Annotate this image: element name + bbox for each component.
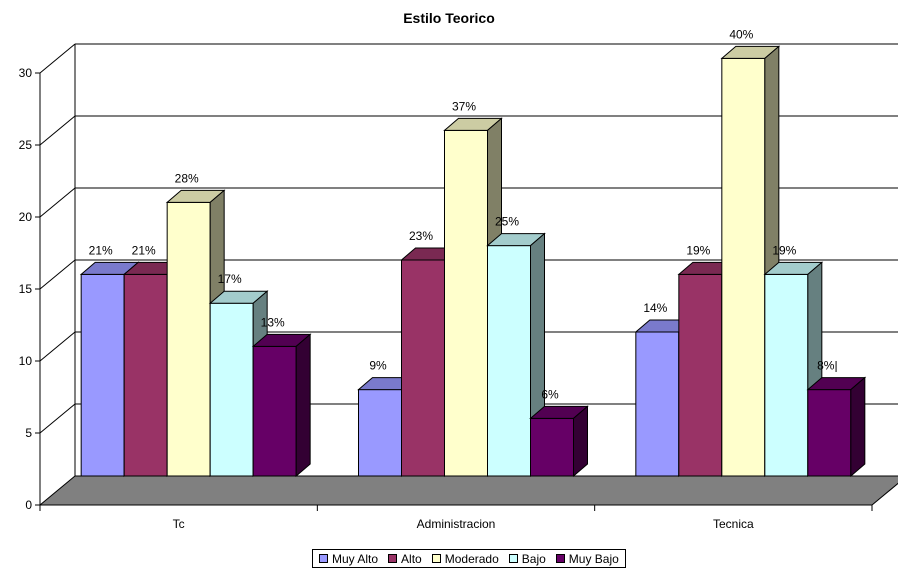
y-tick-label: 20 [19,210,33,224]
bar-data-label: 37% [452,99,476,113]
bar-data-label: 19% [772,243,796,257]
bar-data-label: 13% [261,315,285,329]
y-tick-label: 10 [19,354,33,368]
gridline-depth [39,187,76,218]
y-tick-label: 0 [25,498,32,512]
legend-label: Muy Alto [332,551,379,566]
chart-legend: Muy Alto Alto Moderado Bajo Muy Bajo [312,549,626,568]
bar-data-label: 14% [643,301,667,315]
legend-swatch [388,554,398,563]
gridline-depth [39,259,76,290]
bar-front [444,129,488,477]
legend-swatch [555,554,565,563]
bar-data-label: 17% [218,272,242,286]
bar-side [295,333,311,478]
legend-label: Alto [401,551,422,566]
legend-swatch [319,554,328,563]
chart-title: Estilo Teorico [403,10,495,26]
bar-data-label: 9% [369,359,387,373]
legend-item: Bajo [508,551,546,566]
legend-label: Moderado [444,551,499,566]
bar-front [252,345,297,477]
legend-swatch [508,554,518,563]
bar-data-label: 6% [541,387,559,401]
x-tick-label: Tc [173,517,185,531]
bar-front [123,273,168,477]
y-tick-label: 5 [25,426,32,440]
gridline-depth [39,115,76,146]
legend-item: Moderado [431,551,499,566]
bar-front [166,201,211,477]
legend-label: Bajo [521,551,546,566]
bar-data-label: 28% [175,171,199,185]
bar-front [721,57,766,477]
bar [529,405,589,478]
x-tick-label: Tecnica [713,517,754,531]
bar-data-label: 21% [89,243,113,257]
bar-front [530,417,574,477]
gridline-depth [39,331,76,362]
y-tick-label: 25 [19,138,33,152]
bar-side [850,376,866,478]
bar-data-label: 23% [409,229,433,243]
legend-item: Muy Bajo [555,551,619,566]
bar-front [678,273,723,477]
y-tick-label: 15 [19,282,33,296]
bar-front [358,389,402,477]
legend-item: Muy Alto [319,552,378,566]
bar-front [807,389,852,477]
bar-front [635,331,680,477]
bar-front [487,245,531,477]
bar-side [573,405,588,478]
plot-floor [38,475,898,506]
gridline-depth [39,403,76,434]
bar-front [209,302,254,477]
x-tick-label: Administracion [417,517,496,531]
bar [677,261,738,478]
bar-data-label: 21% [132,243,156,257]
legend-swatch [431,554,441,563]
bar-front [401,259,445,477]
bar-front [80,273,125,477]
bar [763,261,824,478]
legend-item: Alto [388,552,422,566]
y-tick-label: 30 [19,66,33,80]
bar-data-label: 25% [495,215,519,229]
legend-label: Muy Bajo [568,551,619,566]
bar-front [764,273,809,477]
bar [251,333,312,478]
bar-data-label: 40% [729,27,753,41]
bar-data-label: 8%| [817,359,837,373]
gridline-depth [39,43,76,74]
bar-data-label: 19% [686,243,710,257]
bar [806,376,867,478]
